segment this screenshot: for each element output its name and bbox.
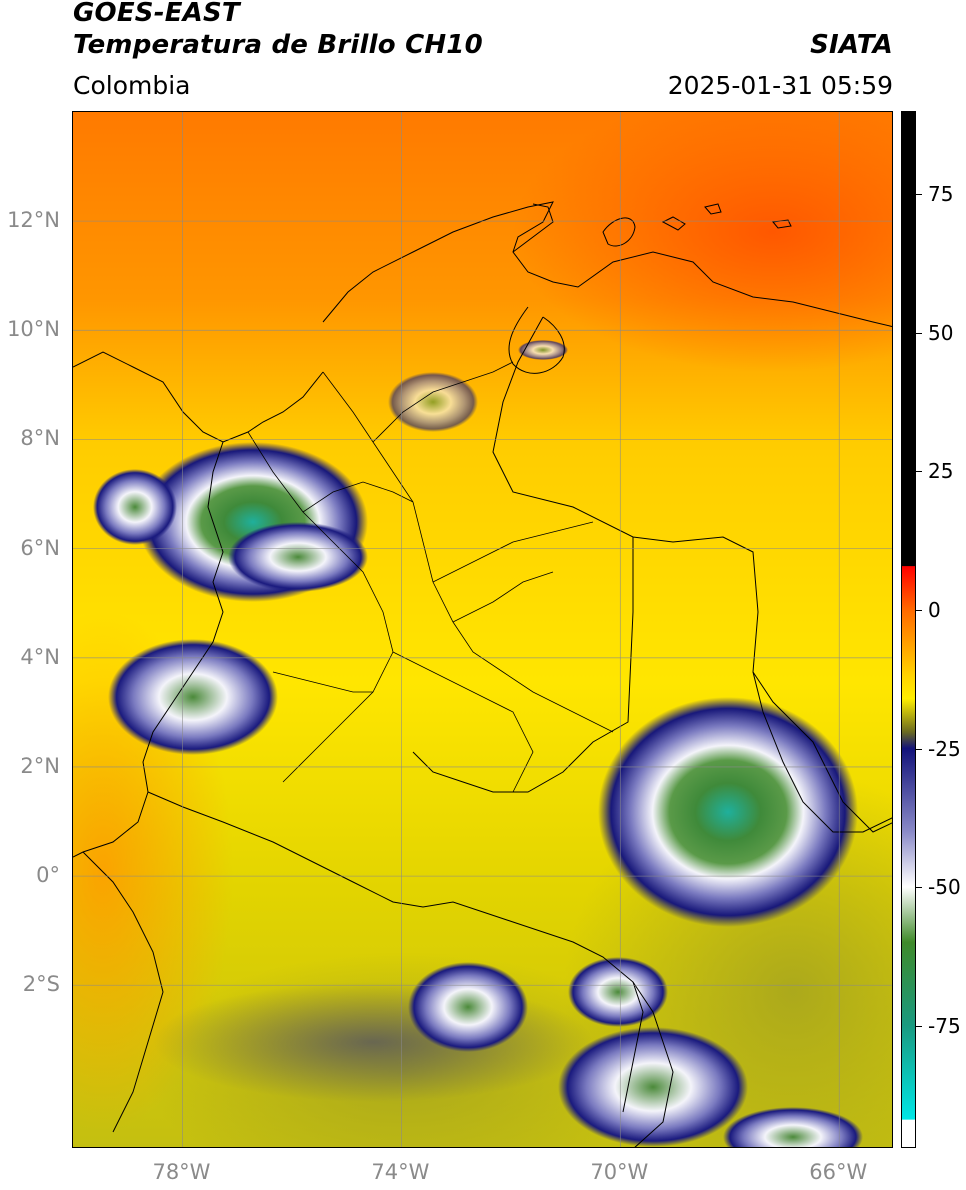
- map-gridlines: [73, 112, 892, 1147]
- ecuador-peru-border: [82, 851, 164, 1133]
- storm-cell-north: [388, 372, 478, 432]
- peru-brazil-border: [632, 981, 674, 1147]
- cloud-systems: [93, 340, 863, 1147]
- northern-coastline: [322, 201, 892, 328]
- region-label: Colombia: [73, 71, 191, 100]
- colorbar-tick-label: -75: [928, 1014, 961, 1038]
- storm-cell-south-2: [568, 957, 668, 1027]
- lake-maracaibo: [508, 306, 565, 374]
- latitude-label: 12°N: [7, 208, 60, 233]
- colorbar-tick-label: 75: [928, 182, 954, 207]
- latitude-label: 0°: [36, 863, 60, 888]
- timestamp-label: 2025-01-31 05:59: [667, 71, 893, 100]
- latitude-label: 6°N: [20, 535, 60, 560]
- colombia-ecuador-peru-border: [147, 791, 644, 1113]
- storm-cell-south-4: [723, 1107, 863, 1147]
- storm-cell-pacific: [108, 639, 278, 755]
- latitude-label: 8°N: [20, 426, 60, 451]
- colorbar-tick-mark: [916, 1026, 922, 1027]
- storm-cell-amazonas: [598, 697, 858, 927]
- longitude-label: 66°W: [809, 1160, 868, 1184]
- map-frame[interactable]: [72, 111, 893, 1148]
- department-boundaries: [247, 361, 614, 793]
- storm-cell-maracaibo: [518, 340, 568, 360]
- brightness-temperature-map[interactable]: [73, 112, 893, 1148]
- colombia-brazil-border: [412, 537, 634, 793]
- colorbar-tick-mark: [916, 332, 922, 334]
- venezuela-brazil-border: [752, 671, 892, 833]
- pacific-coastline-north: [73, 351, 324, 443]
- storm-cell-south-1: [408, 962, 528, 1052]
- colorbar-tick-mark: [916, 610, 922, 612]
- storm-cell-uraba: [228, 522, 368, 592]
- island-aruba-curacao: [661, 203, 792, 231]
- colorbar-tick-mark: [916, 471, 922, 473]
- storm-cell-south-3: [558, 1027, 748, 1147]
- latitude-label: 10°N: [7, 317, 60, 342]
- colorbar-tick-label: 25: [928, 459, 954, 484]
- colorbar-tick-mark: [916, 887, 922, 889]
- colombia-venezuela-border: [492, 316, 892, 833]
- agency-label: SIATA: [810, 30, 893, 60]
- latitude-label: 2°S: [22, 972, 60, 997]
- temperature-colorbar: [901, 111, 916, 1148]
- colorbar-tick-mark: [916, 748, 922, 750]
- latitude-label: 2°N: [20, 753, 60, 778]
- longitude-label: 74°W: [371, 1160, 430, 1184]
- pacific-coastline-colombia: [73, 441, 224, 858]
- longitude-label: 78°W: [152, 1160, 211, 1184]
- warm-area-northeast: [513, 112, 892, 372]
- guajira-peninsula: [512, 203, 554, 253]
- storm-cell-west: [93, 469, 177, 545]
- colorbar-tick-mark: [916, 194, 922, 196]
- longitude-label: 70°W: [590, 1160, 649, 1184]
- latitude-label: 4°N: [20, 644, 60, 669]
- colorbar-tick-label: 0: [928, 598, 941, 623]
- map-title-satellite: GOES-EAST: [73, 0, 240, 28]
- coastlines-and-borders: [73, 201, 892, 1147]
- map-title-product: Temperatura de Brillo CH10: [73, 30, 483, 60]
- colorbar-tick-label: -25: [928, 736, 961, 761]
- colorbar-tick-label: -50: [928, 875, 961, 900]
- colorbar-tick-label: 50: [928, 320, 954, 345]
